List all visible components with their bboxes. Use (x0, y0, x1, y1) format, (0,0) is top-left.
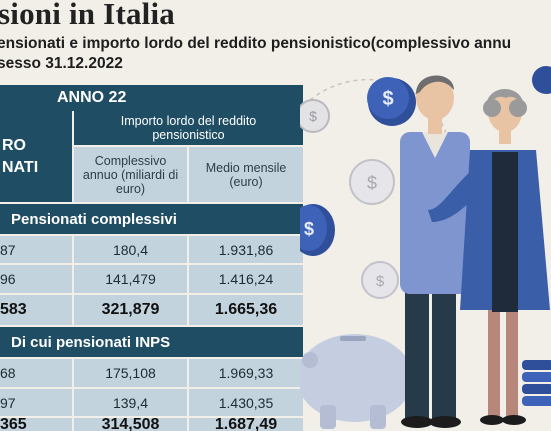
table-cell: 68 (0, 359, 72, 387)
coin-icon: $ (300, 99, 330, 133)
group-header-label: Importo lordo del reddito pensionistico (120, 114, 257, 142)
illustration-couple-savings: $ $ $ $ $ (300, 66, 551, 429)
coin-icon: $ (367, 77, 416, 126)
year-label: ANNO 22 (57, 89, 127, 106)
svg-text:$: $ (367, 173, 377, 193)
coin-icon (532, 66, 551, 94)
col-header-monthly: Medio mensile (euro) (189, 147, 303, 202)
table-cell: 365 (0, 418, 72, 431)
table-cell: 139,4 (74, 389, 187, 416)
table-cell: 1.430,35 (189, 389, 303, 416)
subtitle-line-1: ensionati e importo lordo del reddito pe… (0, 35, 512, 52)
table-cell: 1.931,86 (189, 236, 303, 263)
subtitle: ensionati e importo lordo del reddito pe… (0, 34, 551, 74)
table-cell: 175,108 (74, 359, 187, 387)
subtitle-line-2: sesso 31.12.2022 (0, 55, 123, 72)
table-cell: 141,479 (74, 265, 187, 293)
table-cell: 314,508 (74, 418, 187, 431)
table-cell: 1.687,49 (189, 418, 303, 431)
section-label-total: Pensionati complessivi (11, 210, 177, 228)
elderly-man-figure (400, 75, 470, 428)
table-cell: 1.969,33 (189, 359, 303, 387)
svg-text:$: $ (309, 108, 317, 124)
section-label-inps: Di cui pensionati INPS (11, 333, 171, 351)
left-header-line-1: RO (2, 136, 26, 154)
elderly-woman-figure (428, 89, 550, 425)
col-header-monthly-label: Medio mensile (euro) (205, 160, 287, 189)
table-cell: 97 (0, 389, 72, 416)
svg-text:$: $ (304, 219, 314, 239)
table-cell: 87 (0, 236, 72, 263)
page-title: sioni in Italia (0, 0, 175, 31)
left-header-line-2: NATI (2, 158, 39, 176)
table-cell: 583 (0, 295, 72, 325)
section-band-total: Pensionati complessivi (0, 204, 303, 234)
group-header: Importo lordo del reddito pensionistico (74, 111, 303, 145)
coin-icon: $ (349, 159, 395, 205)
svg-text:$: $ (376, 273, 385, 290)
col-header-annual-label: Complessivo annuo (miliardi di euro) (82, 153, 179, 196)
table-cell: 1.416,24 (189, 265, 303, 293)
section-band-inps: Di cui pensionati INPS (0, 327, 303, 357)
coin-stack-icon (522, 360, 551, 406)
col-header-annual: Complessivo annuo (miliardi di euro) (74, 147, 187, 202)
table-cell: 321,879 (74, 295, 187, 325)
year-band: ANNO 22 (0, 85, 303, 111)
coin-icon: $ (361, 261, 399, 299)
table-cell: 96 (0, 265, 72, 293)
table-cell: 180,4 (74, 236, 187, 263)
coin-icon: $ (300, 204, 335, 256)
svg-text:$: $ (382, 88, 393, 110)
left-header: RO NATI (0, 111, 72, 202)
table-cell: 1.665,36 (189, 295, 303, 325)
piggy-bank-icon (300, 334, 413, 429)
